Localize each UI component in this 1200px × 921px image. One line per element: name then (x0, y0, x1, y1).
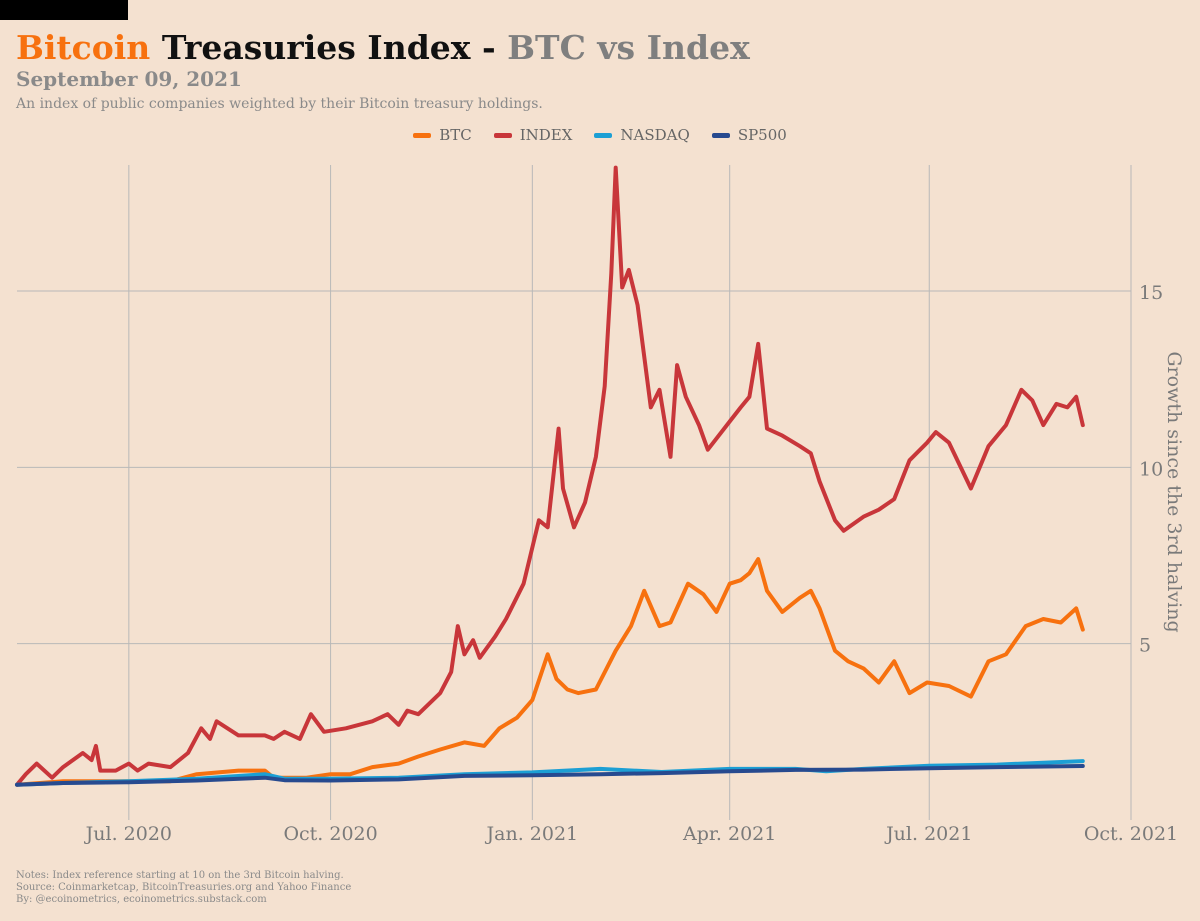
legend-swatch-sp500 (711, 132, 730, 138)
legend-swatch-nasdaq (594, 132, 613, 138)
y-tick-label: 5 (1139, 635, 1151, 657)
y-tick-label: 15 (1139, 282, 1163, 304)
credit-line: By: @ecoinometrics, ecoinometrics.substa… (16, 894, 267, 905)
x-tick-label: Oct. 2021 (1084, 823, 1178, 845)
title-bitcoin: Bitcoin (16, 28, 151, 67)
legend-swatch-btc (413, 132, 432, 138)
series-line-index (15, 165, 1085, 787)
legend-item-sp500[interactable]: SP500 (711, 126, 787, 144)
x-tick-label: Apr. 2021 (682, 823, 776, 845)
series-line-sp500 (15, 764, 1085, 787)
title-btc-vs-index: BTC vs Index (507, 28, 750, 67)
series-line-btc (15, 557, 1085, 787)
y-axis-label: Growth since the 3rd halving (1163, 351, 1185, 632)
x-tick-label: Jul. 2021 (884, 823, 972, 845)
legend-label-sp500: SP500 (737, 126, 787, 144)
legend-label-index: INDEX (519, 126, 573, 144)
legend-item-index[interactable]: INDEX (493, 126, 573, 144)
chart-title: Bitcoin Treasuries Index - BTC vs Index (16, 28, 750, 67)
legend-swatch-index (493, 132, 512, 138)
legend-label-nasdaq: NASDAQ (620, 126, 690, 144)
x-tick-label: Jan. 2021 (485, 823, 579, 845)
title-treasuries-index: Treasuries Index - (161, 28, 496, 67)
source-line: Source: Coinmarketcap, BitcoinTreasuries… (16, 882, 352, 893)
legend-item-nasdaq[interactable]: NASDAQ (594, 126, 690, 144)
chart-date: September 09, 2021 (16, 67, 242, 91)
legend: BTC INDEX NASDAQ SP500 (0, 126, 1200, 144)
note-line: Notes: Index reference starting at 10 on… (16, 870, 344, 881)
legend-item-btc[interactable]: BTC (413, 126, 472, 144)
chart-subtitle: An index of public companies weighted by… (16, 96, 543, 112)
footnotes: Notes: Index reference starting at 10 on… (16, 870, 351, 906)
logo-block (0, 0, 128, 20)
legend-label-btc: BTC (439, 126, 472, 144)
x-tick-label: Jul. 2020 (84, 823, 172, 845)
y-tick-label: 10 (1139, 458, 1163, 480)
x-tick-label: Oct. 2020 (283, 823, 377, 845)
